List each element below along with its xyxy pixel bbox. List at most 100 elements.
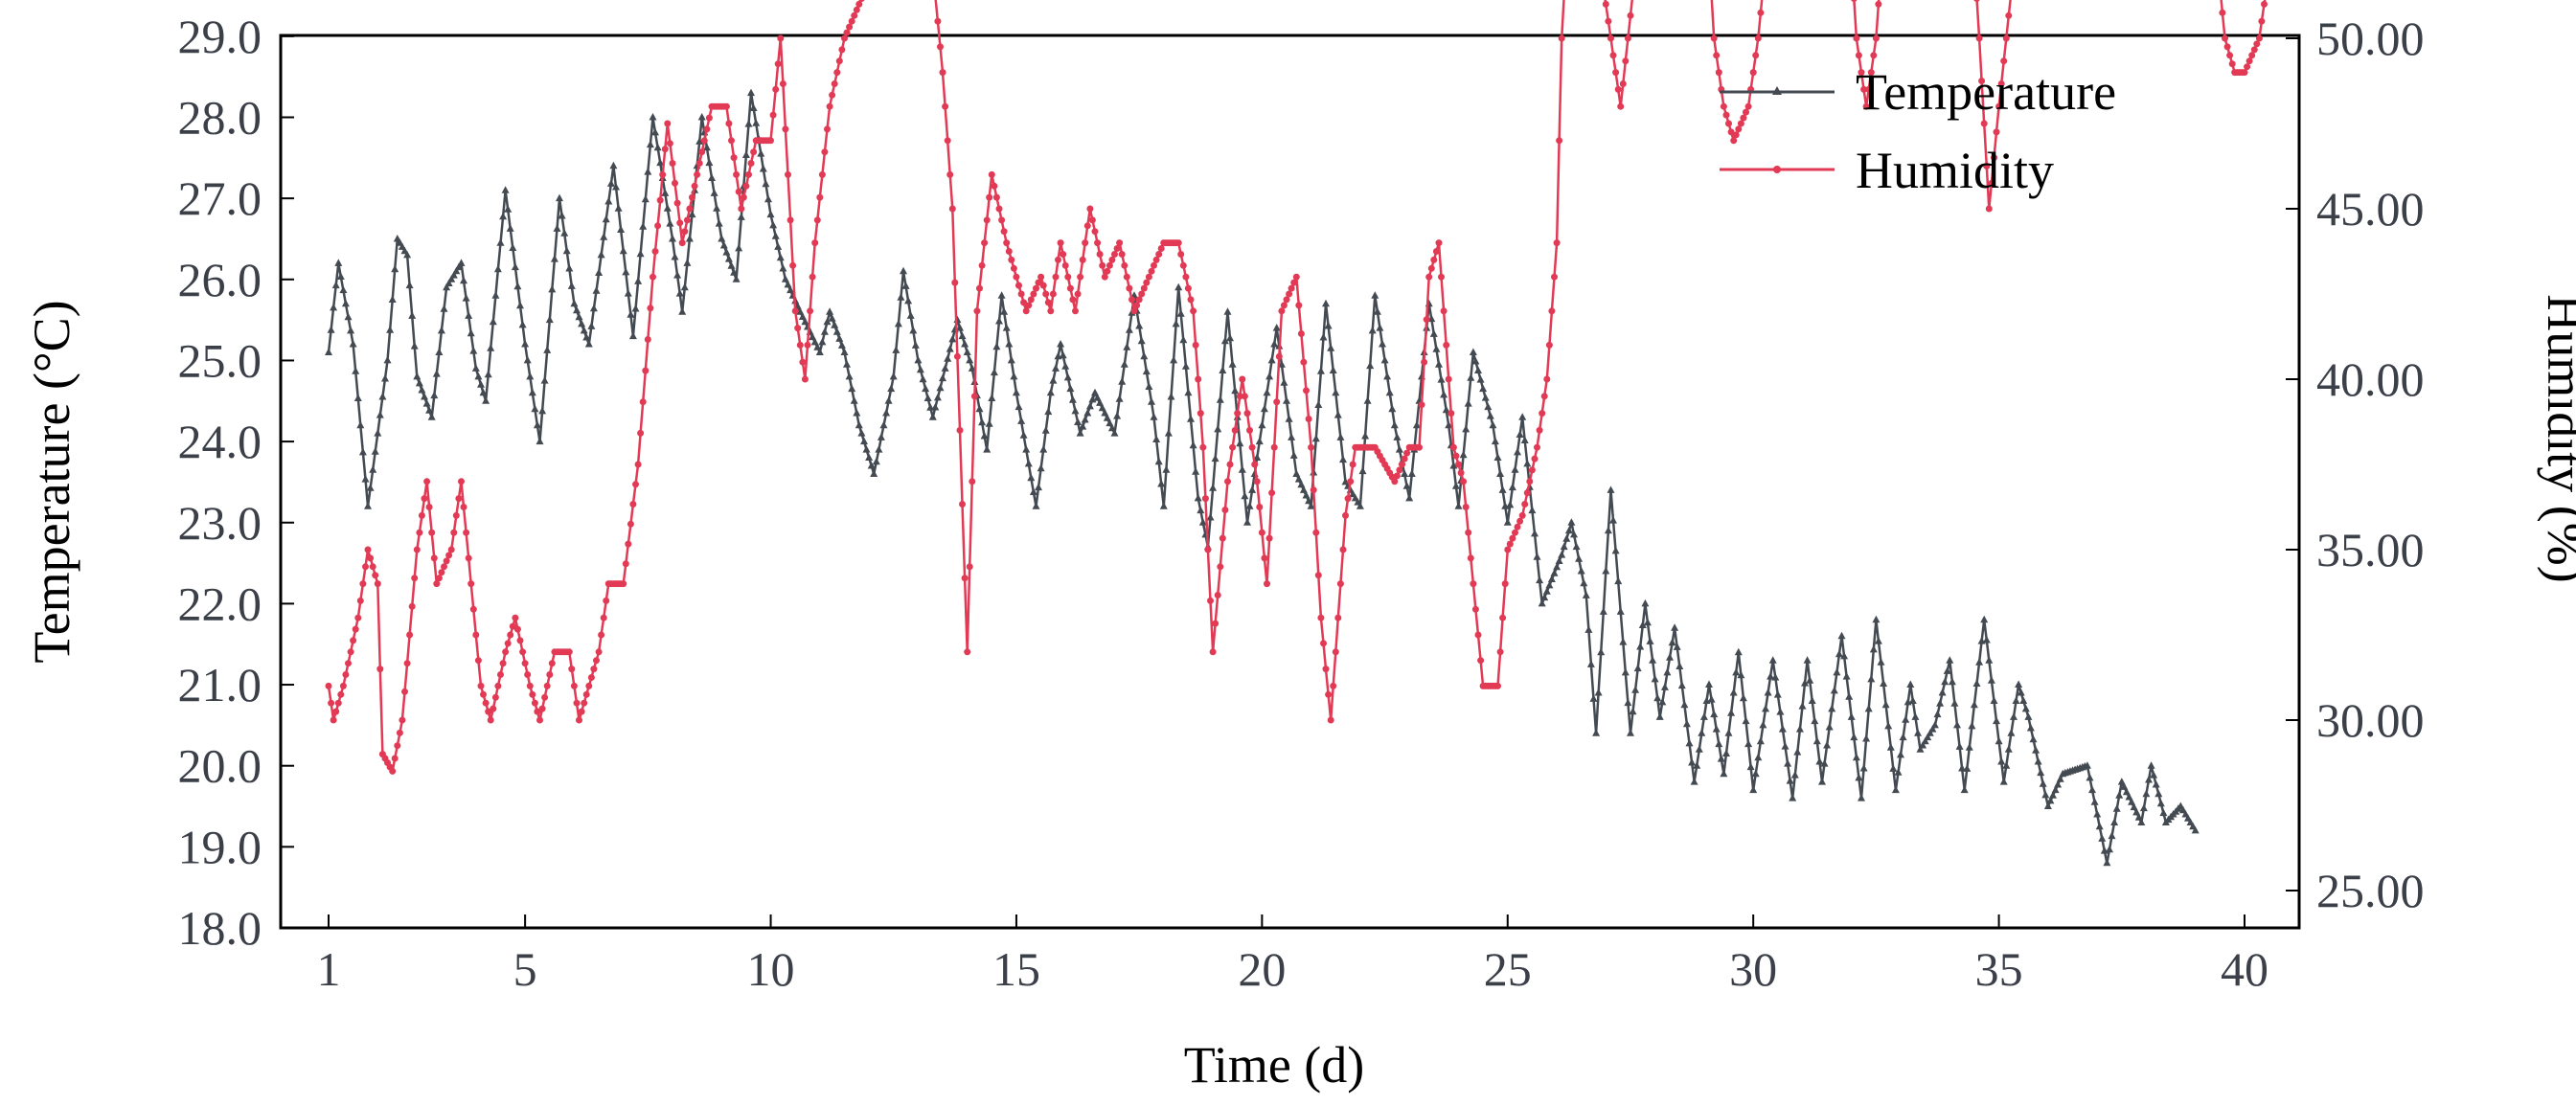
humidity-marker <box>848 17 855 25</box>
humidity-marker <box>2244 63 2251 71</box>
temperature-marker <box>2093 810 2102 818</box>
temperature-marker <box>1039 445 1048 453</box>
temperature-marker <box>1638 621 1647 628</box>
humidity-marker <box>578 708 585 715</box>
humidity-marker <box>482 699 490 707</box>
temperature-marker <box>2130 802 2138 811</box>
humidity-marker <box>1221 507 1229 513</box>
temperature-marker <box>2117 778 2126 785</box>
temperature-marker <box>1220 336 1229 345</box>
temperature-marker <box>1390 420 1399 429</box>
humidity-marker <box>1314 572 1322 579</box>
humidity-marker <box>961 575 969 582</box>
humidity-marker <box>1553 239 1561 247</box>
temperature-marker <box>1041 426 1050 434</box>
y-axis-title-left: Temperature (°C) <box>23 300 80 663</box>
humidity-marker <box>2248 52 2256 59</box>
humidity-marker <box>750 148 758 156</box>
temperature-marker <box>1027 473 1036 482</box>
temperature-marker <box>556 193 563 202</box>
humidity-marker <box>342 671 350 678</box>
temperature-marker <box>1666 653 1674 661</box>
temperature-marker <box>1170 355 1178 364</box>
humidity-marker <box>524 671 532 678</box>
temperature-marker <box>1820 759 1829 767</box>
temperature-marker <box>1484 402 1493 411</box>
temperature-marker <box>1093 394 1102 401</box>
temperature-marker <box>1938 688 1947 696</box>
temperature-marker <box>835 334 844 342</box>
humidity-marker <box>1988 179 1995 187</box>
humidity-marker <box>1349 461 1356 468</box>
temperature-marker <box>540 376 549 384</box>
humidity-marker <box>1474 631 1482 639</box>
humidity-marker <box>1234 410 1242 418</box>
temperature-marker <box>1649 656 1657 664</box>
temperature-marker <box>2088 785 2096 794</box>
humidity-marker <box>1199 443 1207 451</box>
temperature-marker <box>622 267 630 276</box>
temperature-marker <box>845 372 854 380</box>
temperature-marker <box>1990 696 1998 704</box>
temperature-marker <box>985 419 993 427</box>
temperature-marker <box>1052 364 1060 372</box>
humidity-marker <box>1396 466 1403 474</box>
humidity-marker <box>1710 34 1718 42</box>
temperature-marker <box>1035 483 1042 491</box>
temperature-marker <box>1580 578 1588 587</box>
humidity-marker <box>1096 251 1104 258</box>
humidity-marker <box>1423 316 1430 324</box>
humidity-marker <box>1512 529 1518 536</box>
temperature-marker <box>2142 789 2151 798</box>
humidity-marker <box>1399 461 1405 468</box>
humidity-marker <box>1516 517 1524 525</box>
temperature-marker <box>1248 485 1257 493</box>
temperature-marker <box>418 386 426 394</box>
humidity-marker <box>1455 461 1462 468</box>
temperature-marker <box>2046 796 2055 804</box>
temperature-marker <box>330 303 338 311</box>
humidity-marker <box>946 170 954 178</box>
humidity-marker <box>1432 248 1440 255</box>
temperature-marker <box>1491 437 1499 445</box>
temperature-marker <box>1481 394 1490 401</box>
temperature-marker <box>440 305 448 312</box>
humidity-marker <box>362 563 369 571</box>
humidity-marker <box>1449 443 1457 451</box>
temperature-marker <box>894 319 902 327</box>
temperature-marker <box>1786 777 1794 784</box>
humidity-marker <box>2000 57 2008 65</box>
temperature-marker <box>437 326 445 334</box>
humidity-marker <box>325 682 332 689</box>
humidity-marker <box>1325 690 1333 698</box>
humidity-marker <box>654 222 662 230</box>
temperature-marker <box>538 406 547 415</box>
temperature-marker <box>1737 670 1745 679</box>
temperature-marker <box>897 293 905 301</box>
temperature-marker <box>1899 733 1907 741</box>
humidity-marker <box>953 352 961 360</box>
humidity-marker <box>376 666 384 673</box>
temperature-marker <box>870 469 878 477</box>
temperature-marker <box>1265 372 1274 380</box>
temperature-marker <box>975 404 984 413</box>
temperature-marker <box>1327 344 1335 351</box>
temperature-marker <box>1294 475 1303 483</box>
humidity-marker <box>651 248 659 255</box>
temperature-marker <box>1368 326 1377 334</box>
temperature-marker <box>597 250 605 259</box>
humidity-marker <box>1246 426 1253 434</box>
temperature-marker <box>1897 750 1904 758</box>
temperature-marker <box>2122 787 2131 796</box>
humidity-marker <box>1015 282 1022 289</box>
temperature-marker <box>1858 794 1865 801</box>
temperature-marker <box>2098 834 2107 842</box>
temperature-marker <box>378 393 387 400</box>
humidity-marker <box>1317 614 1325 621</box>
temperature-marker <box>1690 778 1698 785</box>
temperature-marker <box>356 420 365 429</box>
humidity-marker <box>2226 52 2234 59</box>
temperature-marker <box>336 272 345 280</box>
humidity-marker <box>983 216 991 224</box>
temperature-marker <box>1469 348 1477 355</box>
